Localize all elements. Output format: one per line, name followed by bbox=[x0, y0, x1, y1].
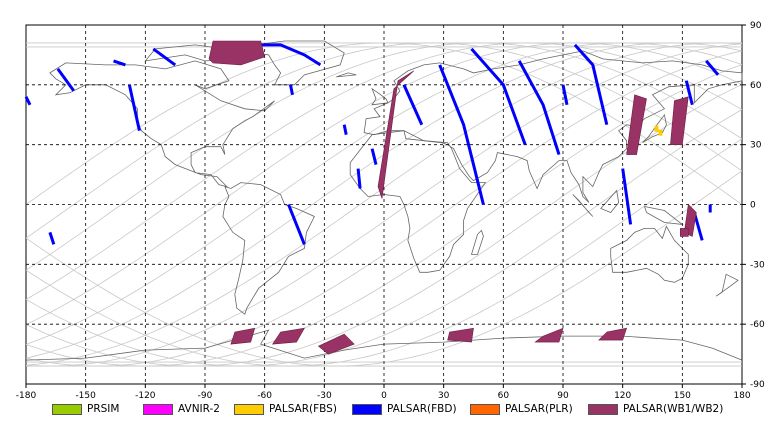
fbd-swath bbox=[56, 68, 75, 92]
wb-swath bbox=[230, 327, 256, 345]
fbd-swath bbox=[113, 59, 126, 67]
legend-swatch bbox=[52, 403, 82, 415]
x-tick-label: 90 bbox=[557, 391, 569, 400]
observation-swaths bbox=[24, 40, 720, 355]
fbd-swath bbox=[48, 231, 56, 245]
legend-swatch bbox=[470, 403, 500, 415]
wb-swath bbox=[670, 96, 689, 145]
legend-swatch bbox=[588, 403, 618, 415]
fbs-mark bbox=[658, 129, 663, 136]
coastline-path bbox=[470, 229, 484, 255]
gridlines bbox=[26, 25, 742, 384]
coastline-path bbox=[715, 273, 739, 297]
legend-item: PRSIM bbox=[52, 403, 119, 415]
y-tick-label: 0 bbox=[750, 201, 756, 211]
coastline-path bbox=[642, 113, 667, 144]
fbd-swath bbox=[621, 168, 633, 225]
coastline-path bbox=[25, 329, 743, 361]
fbd-swath bbox=[24, 96, 32, 106]
legend-label: AVNIR-2 bbox=[178, 403, 220, 415]
y-tick-label: 90 bbox=[750, 21, 762, 31]
legend-label: PALSAR(WB1/WB2) bbox=[623, 403, 724, 415]
wb-swath bbox=[598, 327, 628, 341]
fbd-swath bbox=[258, 43, 322, 67]
fbd-swath bbox=[127, 84, 141, 132]
x-tick-label: 180 bbox=[733, 391, 750, 400]
x-tick-label: 30 bbox=[438, 391, 450, 400]
fbd-swath bbox=[561, 84, 569, 106]
coastline-path bbox=[239, 40, 345, 86]
wb-swath bbox=[377, 70, 415, 199]
legend-label: PALSAR(FBD) bbox=[387, 403, 457, 415]
fbd-swath bbox=[370, 148, 378, 165]
coastline-path bbox=[643, 205, 684, 225]
wb-swath bbox=[447, 327, 474, 343]
fbd-swath bbox=[573, 43, 609, 126]
legend: PRSIM AVNIR-2 PALSAR(FBS) PALSAR(FBD) PALSAR… bbox=[0, 400, 770, 422]
x-tick-label: -180 bbox=[16, 391, 37, 400]
legend-item: AVNIR-2 bbox=[143, 403, 220, 415]
legend-item: PALSAR(WB1/WB2) bbox=[588, 403, 723, 415]
fbd-swath bbox=[289, 84, 294, 96]
fbs-mark bbox=[654, 125, 659, 132]
coastline-path bbox=[371, 87, 389, 106]
fbd-swath bbox=[470, 47, 527, 146]
legend-swatch bbox=[234, 403, 264, 415]
fbd-swath bbox=[402, 84, 424, 126]
orbit-track bbox=[25, 138, 743, 367]
coastline-path bbox=[600, 189, 620, 213]
fbd-swath bbox=[287, 203, 306, 245]
y-tick-label: -90 bbox=[750, 380, 765, 390]
y-tick-label: -60 bbox=[750, 320, 765, 330]
legend-item: PALSAR(FBS) bbox=[234, 403, 337, 415]
coastline-path bbox=[572, 194, 594, 217]
legend-swatch bbox=[143, 403, 173, 415]
fbd-swath bbox=[517, 60, 561, 156]
x-tick-label: -120 bbox=[135, 391, 156, 400]
wb-swath bbox=[679, 228, 689, 237]
coastline-path bbox=[349, 130, 487, 273]
wb-swath bbox=[626, 94, 647, 155]
y-tick-label: -30 bbox=[750, 260, 765, 270]
x-tick-label: 120 bbox=[614, 391, 631, 400]
fbd-swath bbox=[705, 59, 720, 76]
fbd-swath bbox=[152, 47, 177, 67]
coastline-path bbox=[610, 225, 689, 283]
legend-item: PALSAR(PLR) bbox=[470, 403, 573, 415]
coastline-path bbox=[336, 72, 357, 78]
fbd-swath bbox=[438, 64, 485, 205]
x-tick-label: -30 bbox=[317, 391, 332, 400]
x-tick-label: -60 bbox=[257, 391, 272, 400]
map-canvas: -180 -150 -120 -90 -60 -30 0 30 60 90 120 150 180 90 6… bbox=[16, 21, 765, 400]
wb-swath bbox=[534, 327, 564, 343]
x-tick-label: -90 bbox=[198, 391, 213, 400]
coastline-path bbox=[49, 60, 275, 188]
y-tick-label: 60 bbox=[750, 81, 762, 91]
legend-swatch bbox=[352, 403, 382, 415]
x-tick-label: 0 bbox=[381, 391, 387, 400]
wb-swath bbox=[272, 327, 305, 345]
y-tick-label: 30 bbox=[750, 141, 762, 151]
legend-label: PALSAR(FBS) bbox=[269, 403, 337, 415]
x-tick-label: 60 bbox=[498, 391, 510, 400]
axis-ticks: -180 -150 -120 -90 -60 -30 0 30 60 90 120 150 180 90 6… bbox=[16, 21, 765, 400]
x-tick-label: 150 bbox=[674, 391, 691, 400]
wb-swath bbox=[208, 40, 266, 66]
fbd-swath bbox=[684, 80, 694, 106]
legend-label: PALSAR(PLR) bbox=[505, 403, 573, 415]
coastline-path bbox=[222, 182, 315, 315]
wb-swath bbox=[317, 333, 355, 355]
legend-label: PRSIM bbox=[87, 403, 120, 415]
x-tick-label: -150 bbox=[75, 391, 96, 400]
legend-item: PALSAR(FBD) bbox=[352, 403, 457, 415]
fbd-swath bbox=[342, 124, 348, 135]
fbd-swath bbox=[356, 168, 362, 189]
